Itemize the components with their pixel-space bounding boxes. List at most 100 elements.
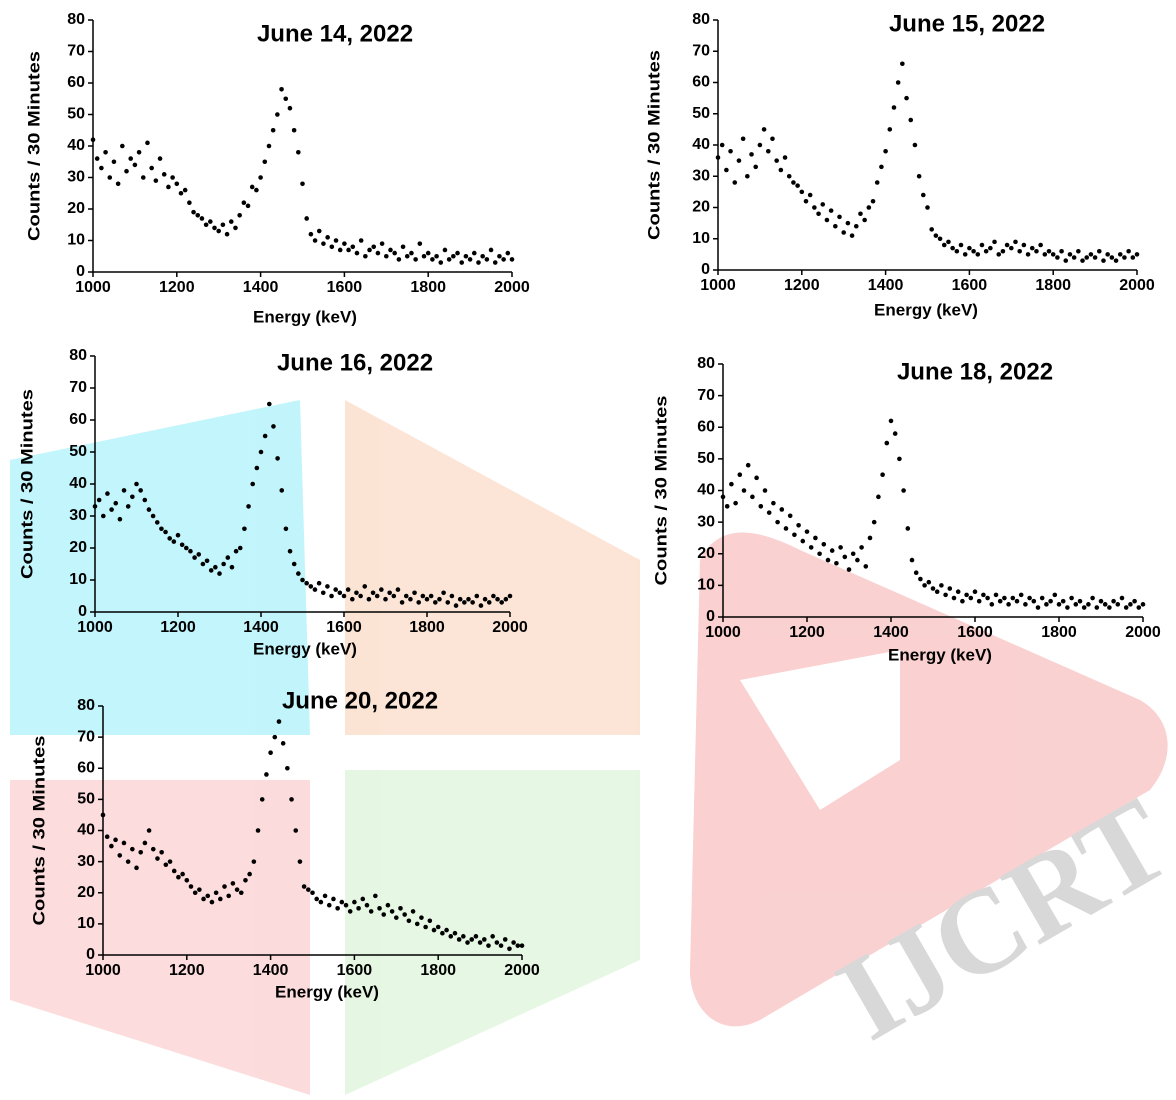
data-point [422,254,427,259]
data-point [117,853,122,858]
data-point [398,906,403,911]
data-point [407,918,412,923]
data-point [737,158,742,163]
data-point [469,937,474,942]
data-point [188,549,193,554]
data-point [105,491,110,496]
y-tick-label: 80 [67,11,85,28]
data-point [779,168,784,173]
data-point [462,600,467,605]
data-point [434,254,439,259]
data-point [338,591,343,596]
data-point [432,928,437,933]
data-point [155,520,160,525]
y-tick-label: 80 [69,347,87,364]
data-point [204,222,209,227]
data-point [143,498,148,503]
y-tick-label: 10 [67,232,85,249]
data-point [429,594,434,599]
data-point [479,603,484,608]
data-point [461,934,466,939]
data-point [350,597,355,602]
data-point [134,482,139,487]
data-point [176,533,181,538]
y-tick-label: 40 [692,136,710,153]
data-point [1068,252,1073,257]
data-point [373,894,378,899]
data-point [331,897,336,902]
data-point [226,555,231,560]
data-point [323,894,328,899]
x-tick-label: 2000 [1125,624,1161,641]
data-point [720,143,725,148]
data-point [1084,255,1089,260]
data-point [929,227,934,232]
data-point [97,498,102,503]
data-point [268,750,273,755]
data-point [876,495,881,500]
data-point [189,884,194,889]
data-point [419,915,424,920]
data-point [1009,246,1014,251]
data-point [192,555,197,560]
x-axis-label: Energy (keV) [874,300,978,319]
data-point [365,903,370,908]
data-point [118,517,123,522]
data-point [457,937,462,942]
x-tick-label: 1800 [420,962,456,979]
data-point [992,240,997,245]
data-point [246,504,251,509]
y-tick-label: 0 [76,263,85,280]
data-point [841,230,846,235]
data-point [105,834,110,839]
data-point [998,599,1003,604]
data-point [167,536,172,541]
data-point [259,450,264,455]
y-tick-label: 50 [77,791,95,808]
data-point [175,182,180,187]
data-point [758,143,763,148]
x-tick-label: 1600 [337,962,373,979]
data-point [904,96,909,101]
data-point [185,878,190,883]
data-point [914,570,919,575]
data-point [942,243,947,248]
data-point [159,527,164,532]
data-point [934,233,939,238]
data-point [163,530,168,535]
y-tick-label: 10 [697,577,715,594]
data-point [217,571,222,576]
data-point [775,520,780,525]
data-point [209,568,214,573]
data-point [830,548,835,553]
data-point [221,562,226,567]
y-tick-label: 50 [692,105,710,122]
data-point [340,900,345,905]
data-point [738,472,743,477]
x-tick-label: 1800 [1041,624,1077,641]
data-point [122,488,127,493]
data-point [838,545,843,550]
data-point [149,166,154,171]
data-point [1030,246,1035,251]
data-point [233,226,238,231]
data-point [451,254,456,259]
y-tick-label: 40 [67,137,85,154]
data-point [774,158,779,163]
data-point [170,175,175,180]
y-tick-label: 80 [697,355,715,372]
data-point [1126,249,1131,254]
data-point [418,241,423,246]
data-point [901,488,906,493]
data-point [1043,252,1048,257]
data-point [408,597,413,602]
data-point [362,584,367,589]
data-point [825,218,830,223]
x-axis-label: Energy (keV) [275,982,379,1001]
data-point [306,887,311,892]
data-point [750,495,755,500]
data-point [938,236,943,241]
data-point [964,593,969,598]
data-point [927,580,932,585]
data-point [925,205,930,210]
